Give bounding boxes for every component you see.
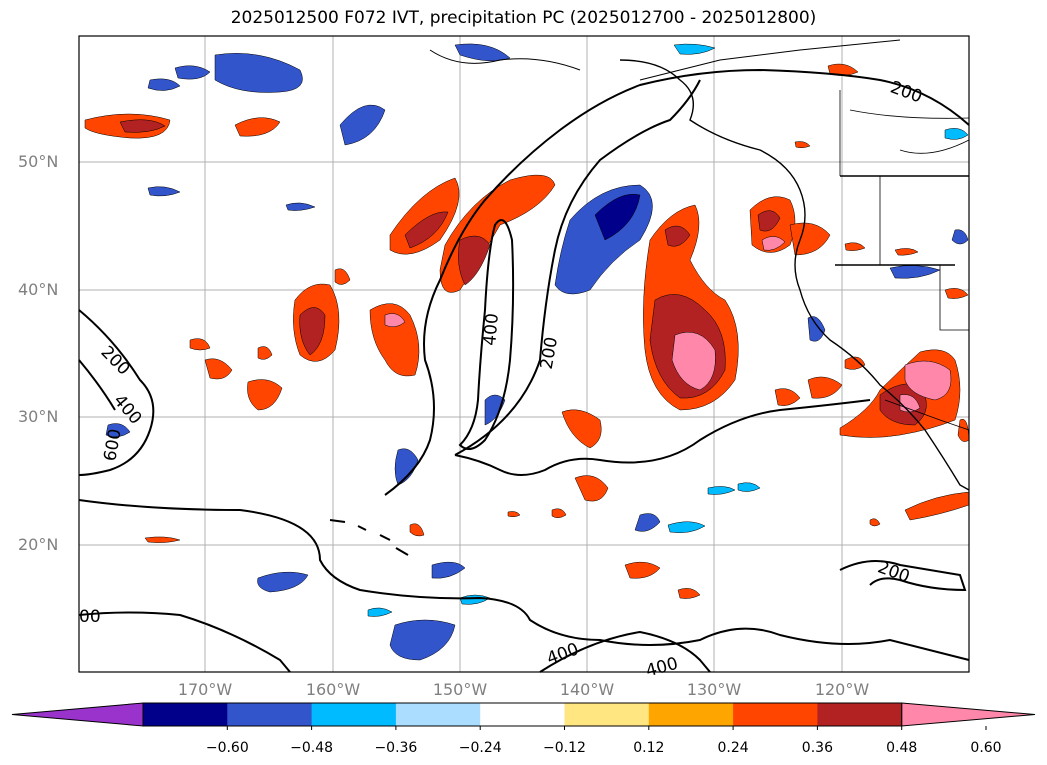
colorbar-segment xyxy=(564,703,650,726)
lon-tick-label: 140°W xyxy=(559,680,615,699)
lon-tick-label: 130°W xyxy=(686,680,742,699)
lon-tick-label: 170°W xyxy=(177,680,233,699)
colorbar-tick-label: −0.48 xyxy=(290,740,334,756)
colorbar-tick-label: 0.48 xyxy=(886,740,918,756)
colorbar-segment xyxy=(227,703,313,726)
colorbar xyxy=(11,702,1036,730)
coastlines xyxy=(329,39,970,556)
colorbar-segment xyxy=(648,703,734,726)
colorbar-tick-label: 0.36 xyxy=(801,740,833,756)
colorbar-tick-label: −0.60 xyxy=(205,740,249,756)
lat-tick-label: 50°N xyxy=(18,152,59,171)
colorbar-segment xyxy=(395,703,481,726)
map-title: 2025012500 F072 IVT, precipitation PC (2… xyxy=(230,8,817,28)
colorbar-tick-label: −0.36 xyxy=(374,740,418,756)
lat-tick-label: 30°N xyxy=(18,407,59,426)
colorbar-tick-label: −0.12 xyxy=(543,740,586,756)
ivt-contours xyxy=(78,68,970,673)
lon-tick-label: 120°W xyxy=(814,680,870,699)
colorbar-segment xyxy=(480,703,565,726)
precip-negative-areas xyxy=(105,43,969,661)
colorbar-tick-label: −0.24 xyxy=(458,740,502,756)
lon-tick-label: 160°W xyxy=(305,680,361,699)
colorbar-tick-label: 0.24 xyxy=(717,740,749,756)
colorbar-extend-left xyxy=(11,702,144,727)
lon-tick-label: 150°W xyxy=(432,680,488,699)
map-frame xyxy=(78,35,970,673)
colorbar-outline xyxy=(142,702,903,727)
contour-label: 400 xyxy=(480,312,503,346)
colorbar-tick-label: 0.12 xyxy=(633,740,665,756)
colorbar-extend-right xyxy=(901,702,1036,727)
colorbar-tick-label: 0.60 xyxy=(970,740,1002,756)
colorbar-segment xyxy=(311,703,397,726)
colorbar-segment xyxy=(817,703,903,726)
lat-tick-label: 40°N xyxy=(18,280,59,299)
colorbar-segment xyxy=(143,703,228,726)
map-area: 200 200 400 600 400 200 400 400 200 00 xyxy=(78,36,970,681)
precip-positive-areas xyxy=(84,63,970,599)
lat-tick-label: 20°N xyxy=(18,535,59,554)
contour-label: 00 xyxy=(79,607,101,627)
colorbar-segment xyxy=(733,703,818,726)
